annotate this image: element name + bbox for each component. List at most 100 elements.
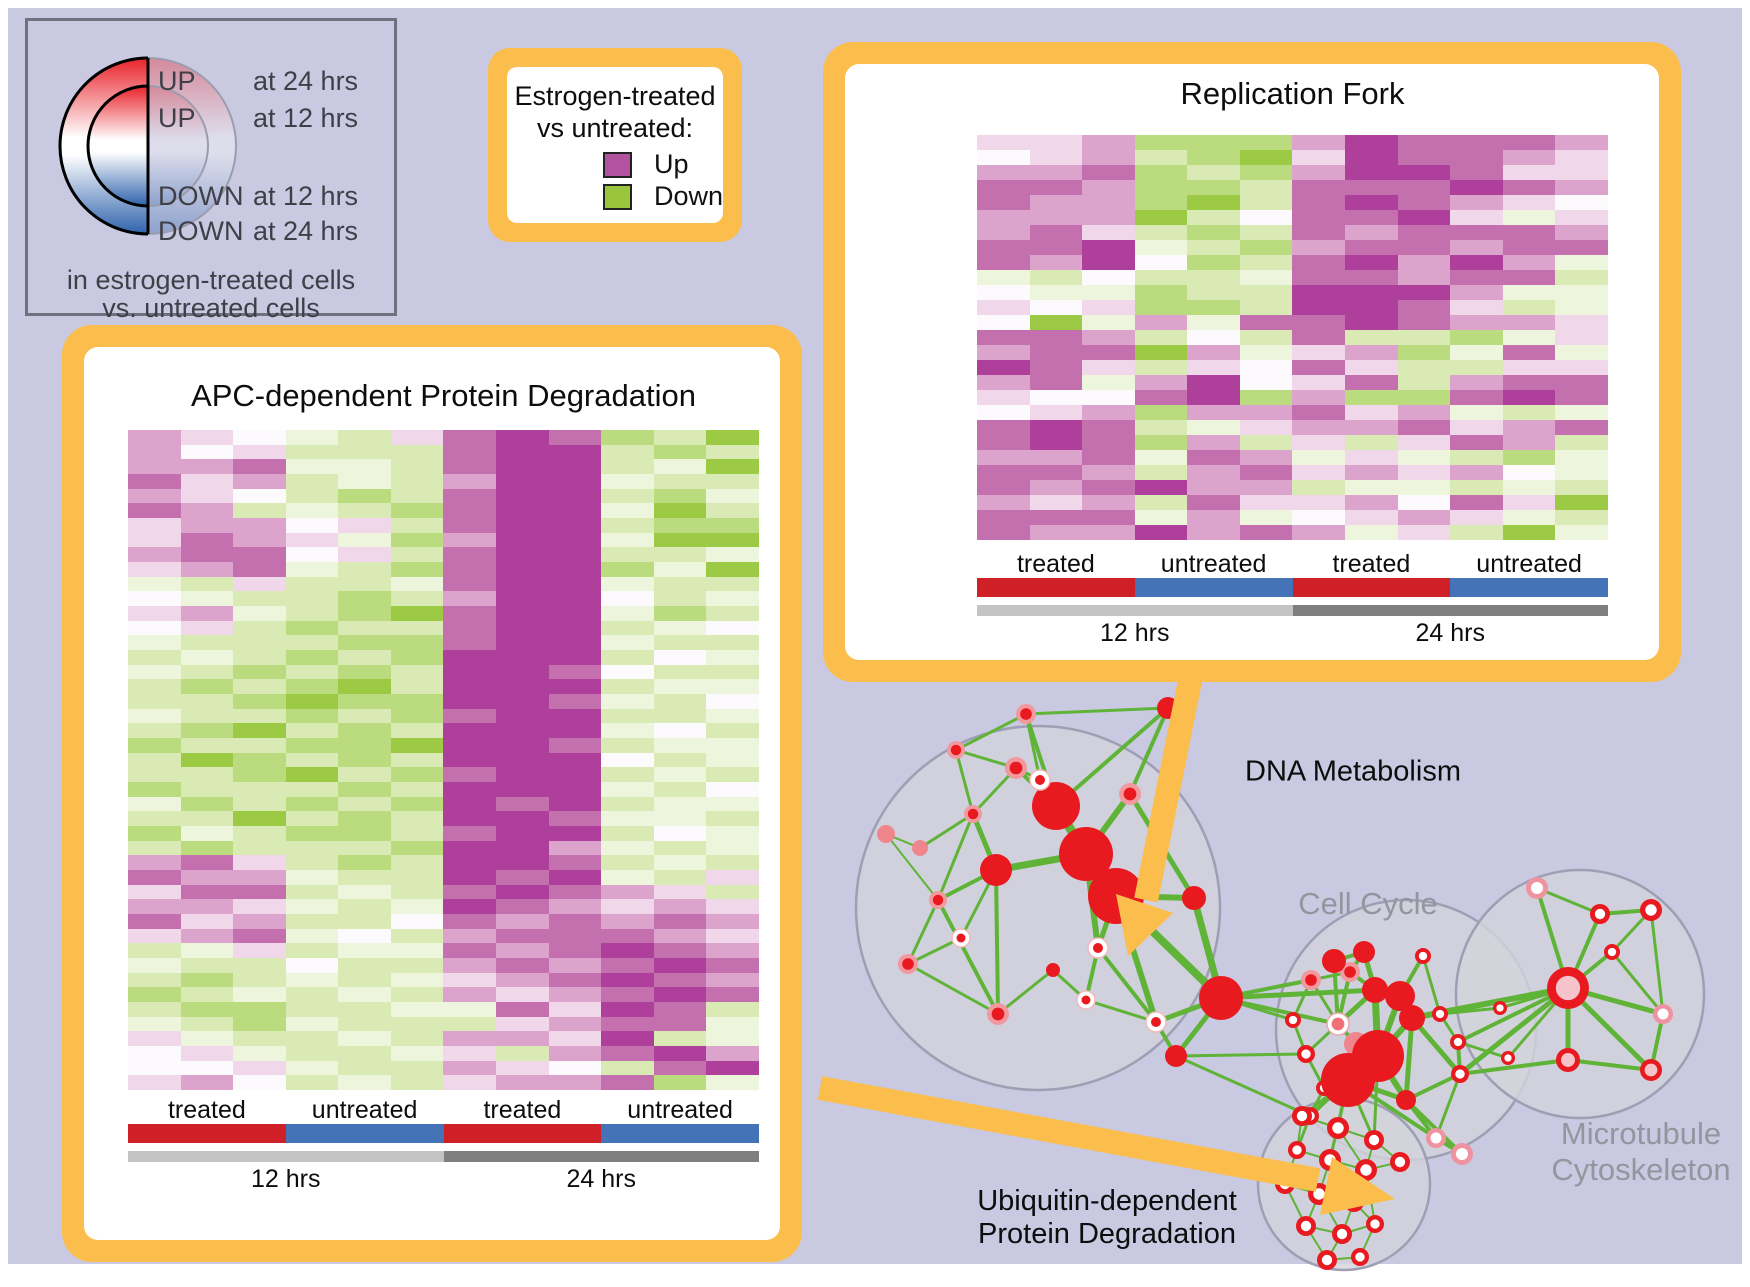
heatmap-cell <box>443 987 497 1002</box>
heatmap-cell <box>443 1075 497 1090</box>
heatmap-cell <box>128 958 181 973</box>
heatmap-cell <box>1345 495 1398 510</box>
heatmap-cell <box>496 870 549 885</box>
rf-treated-bar-24 <box>1292 578 1451 597</box>
heatmap-cell <box>1239 525 1293 540</box>
heatmap-cell <box>233 723 286 738</box>
heatmap-cell <box>128 576 181 592</box>
heatmap-cell <box>653 914 707 929</box>
heatmap-cell <box>601 547 654 562</box>
heatmap-cell <box>128 650 181 665</box>
heatmap-cell <box>653 635 707 650</box>
heatmap-cell <box>1292 180 1346 195</box>
heatmap-cell <box>180 650 234 665</box>
heatmap-cell <box>1502 195 1556 210</box>
heatmap-cell <box>548 782 602 797</box>
heatmap-cell <box>653 488 707 504</box>
heatmap-cell <box>496 738 549 753</box>
heatmap-cell <box>180 855 234 870</box>
heatmap-cell <box>443 826 497 841</box>
gene-node-core <box>1093 943 1103 953</box>
heatmap-cell <box>233 532 286 548</box>
heatmap-cell <box>653 855 707 870</box>
heatmap-cell <box>1292 405 1346 420</box>
heatmap-cell <box>706 708 759 724</box>
heatmap-cell <box>1239 210 1293 225</box>
heatmap-cell <box>1292 390 1346 405</box>
heatmap-cell <box>1239 465 1293 480</box>
heatmap-cell <box>390 635 444 650</box>
dna-cluster-circle <box>854 724 1222 1092</box>
heatmap-cell <box>390 1075 444 1090</box>
heatmap-cell <box>1082 480 1135 495</box>
heatmap-cell <box>706 1046 759 1061</box>
heatmap-cell <box>233 430 286 445</box>
gene-node-core <box>1292 1145 1302 1155</box>
heatmap-cell <box>1292 315 1346 330</box>
heatmap-cell <box>548 752 602 768</box>
heatmap-cell <box>706 650 759 665</box>
heatmap-cell <box>653 694 707 709</box>
heatmap-cell <box>706 826 759 841</box>
heatmap-cell <box>496 694 549 709</box>
heatmap-cell <box>1345 510 1398 525</box>
heatmap-cell <box>1029 390 1083 405</box>
heatmap-cell <box>128 562 181 577</box>
heatmap-cell <box>1502 270 1556 285</box>
heatmap-cell <box>1239 360 1293 375</box>
heatmap-cell <box>338 782 391 797</box>
heatmap-cell <box>1555 255 1608 270</box>
heatmap-cell <box>496 474 549 489</box>
heatmap-cell <box>1082 390 1135 405</box>
heatmap-cell <box>233 840 286 856</box>
heatmap-cell <box>233 752 286 768</box>
heatmap-cell <box>548 488 602 504</box>
heatmap-cell <box>706 782 759 797</box>
heatmap-cell <box>1239 315 1293 330</box>
heatmap-cell <box>601 532 654 548</box>
heatmap-cell <box>233 679 286 694</box>
heatmap-cell <box>548 1031 602 1046</box>
heatmap-cell <box>496 884 549 900</box>
heatmap-cell <box>1397 165 1451 180</box>
gene-node-core <box>1644 1063 1658 1077</box>
network-edge <box>1457 1040 1509 1060</box>
heatmap-cell <box>977 405 1030 420</box>
heatmap-cell <box>601 1016 654 1032</box>
heatmap-cell <box>601 1060 654 1076</box>
heatmap-cell <box>1502 135 1556 150</box>
gene-network-diagram <box>817 663 1706 1272</box>
heatmap-cell <box>1239 240 1293 255</box>
heatmap-cell <box>443 943 497 958</box>
heatmap-cell <box>128 855 181 870</box>
heatmap-cell <box>1029 240 1083 255</box>
heatmap-cell <box>285 518 339 533</box>
heatmap-cell <box>977 165 1030 180</box>
heatmap-cell <box>338 620 391 636</box>
heatmap-cell <box>548 738 602 753</box>
heatmap-cell <box>706 723 759 738</box>
heatmap-cell <box>285 650 339 665</box>
heatmap-cell <box>977 435 1030 450</box>
heatmap-cell <box>443 1031 497 1046</box>
legend-footer-line2: vs. untreated cells <box>102 293 320 323</box>
heatmap-cell <box>338 1075 391 1090</box>
heatmap-cell <box>977 300 1030 315</box>
heatmap-cell <box>1555 480 1608 495</box>
network-edge <box>955 712 1027 752</box>
gene-node-core <box>1301 1049 1311 1059</box>
heatmap-cell <box>128 664 181 680</box>
heatmap-cell <box>1502 165 1556 180</box>
heatmap-cell <box>706 738 759 753</box>
apc-12hrs-bar <box>128 1151 444 1162</box>
heatmap-cell <box>1502 345 1556 360</box>
heatmap-cell <box>496 1046 549 1061</box>
heatmap-cell <box>706 532 759 548</box>
heatmap-cell <box>496 782 549 797</box>
heatmap-cell <box>1239 180 1293 195</box>
heatmap-cell <box>1397 480 1451 495</box>
heatmap-cell <box>977 180 1030 195</box>
heatmap-cell <box>601 488 654 504</box>
heatmap-cell <box>1502 150 1556 165</box>
heatmap-cell <box>496 767 549 782</box>
